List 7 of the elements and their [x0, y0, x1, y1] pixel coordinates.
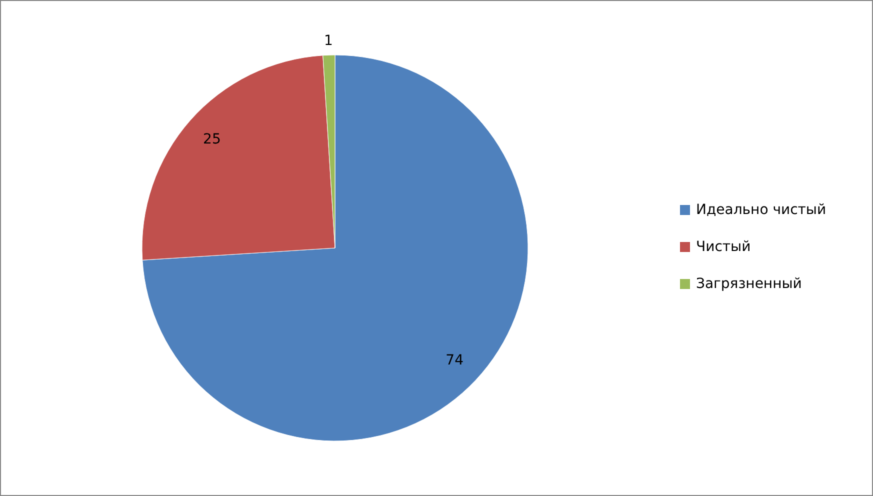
pie-slice [142, 54, 528, 442]
data-label: 25 [203, 132, 221, 148]
legend-label: Загрязненный [696, 276, 802, 292]
legend-label: Идеально чистый [696, 202, 826, 218]
data-label: 1 [324, 33, 333, 50]
data-label: 74 [446, 352, 464, 368]
legend-label: Чистый [696, 239, 751, 255]
